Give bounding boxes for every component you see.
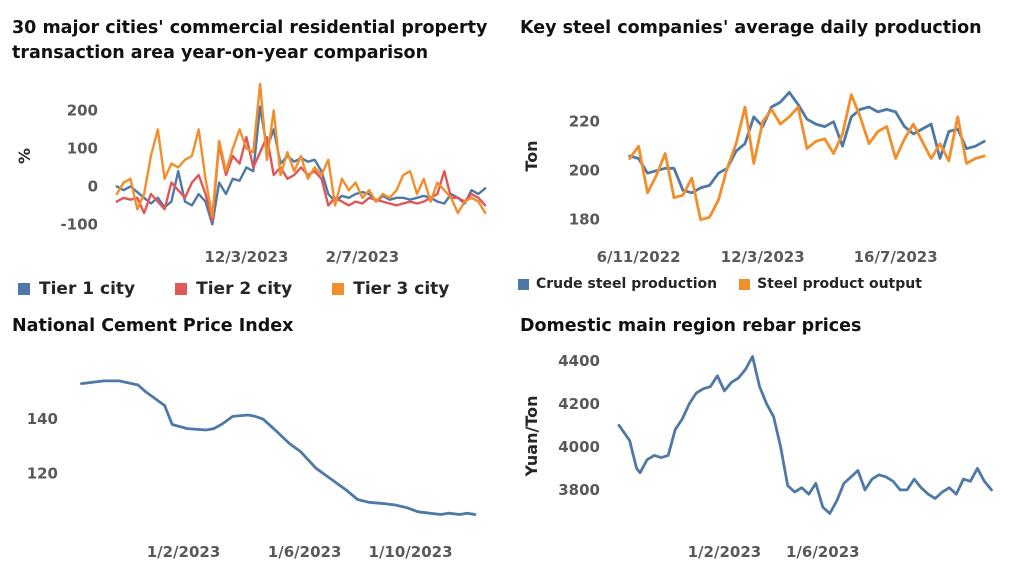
legend-swatch bbox=[518, 278, 529, 290]
y-tick-label: 4400 bbox=[558, 352, 600, 370]
legend-label: Tier 1 city bbox=[39, 279, 136, 299]
x-tick-label: 1/6/2023 bbox=[268, 543, 342, 561]
x-tick-label: 12/3/2023 bbox=[721, 248, 805, 266]
legend-swatch bbox=[332, 283, 345, 295]
y-tick-label: -100 bbox=[60, 215, 98, 233]
chart-panel-steel: Key steel companies' average daily produ… bbox=[512, 0, 1024, 310]
y-tick-label: 140 bbox=[27, 410, 58, 428]
legend-label: Steel product output bbox=[757, 276, 922, 292]
legend-label: Tier 2 city bbox=[196, 279, 293, 299]
chart-title-line: 30 major cities' commercial residential … bbox=[12, 18, 488, 38]
legend-label: Crude steel production bbox=[536, 276, 718, 292]
legend-item-steel-product: Steel product output bbox=[739, 276, 922, 292]
y-axis-label: Yuan/Ton bbox=[522, 395, 541, 477]
legend-item-tier2: Tier 2 city bbox=[175, 279, 292, 299]
y-axis-label: % bbox=[15, 148, 34, 164]
property-chart-svg: -100 0 100 200 12/3/2023 2/7/2023% bbox=[15, 82, 487, 266]
y-tick-label: 220 bbox=[569, 113, 600, 131]
series-line bbox=[628, 93, 986, 222]
x-tick-label: 1/2/2023 bbox=[147, 543, 221, 561]
chart-title-rebar: Domestic main region rebar prices bbox=[520, 316, 862, 336]
chart-title-line: transaction area year-on-year comparison bbox=[12, 43, 429, 63]
cement-chart-svg: 120 140 1/2/2023 1/6/2023 1/10/2023 bbox=[27, 379, 477, 561]
legend-swatch bbox=[175, 283, 188, 295]
y-tick-label: 4200 bbox=[558, 395, 600, 413]
chart-title-cement: National Cement Price Index bbox=[12, 316, 294, 336]
chart-panel-property: 30 major cities' commercial residential … bbox=[0, 0, 510, 310]
y-tick-label: 120 bbox=[27, 465, 58, 483]
x-tick-label: 1/2/2023 bbox=[688, 543, 762, 561]
legend-label: Tier 3 city bbox=[353, 279, 450, 299]
series-line bbox=[115, 135, 487, 222]
y-axis-label: Ton bbox=[522, 140, 541, 171]
legend-item-tier3: Tier 3 city bbox=[332, 279, 449, 299]
y-tick-label: 200 bbox=[67, 101, 98, 119]
series-line bbox=[628, 90, 986, 195]
x-tick-label: 12/3/2023 bbox=[204, 248, 288, 266]
steel-chart-svg: 180 200 220 6/11/2022 12/3/2023 16/7/2023 Ton bbox=[522, 90, 986, 266]
y-tick-label: 180 bbox=[569, 211, 600, 229]
chart-legend-property: Tier 1 city Tier 2 city Tier 3 city bbox=[18, 279, 471, 299]
series-line bbox=[80, 379, 477, 516]
y-tick-label: 3800 bbox=[558, 481, 600, 499]
legend-item-tier1: Tier 1 city bbox=[18, 279, 135, 299]
x-tick-label: 1/10/2023 bbox=[369, 543, 453, 561]
x-tick-label: 2/7/2023 bbox=[326, 248, 400, 266]
chart-legend-steel: Crude steel production Steel product out… bbox=[518, 276, 944, 292]
legend-item-crude-steel: Crude steel production bbox=[518, 276, 717, 292]
chart-panel-rebar: Domestic main region rebar prices 3800 40… bbox=[512, 310, 1024, 576]
chart-title-steel: Key steel companies' average daily produ… bbox=[520, 18, 982, 38]
y-tick-label: 100 bbox=[67, 139, 98, 157]
x-tick-label: 1/6/2023 bbox=[786, 543, 860, 561]
x-tick-label: 16/7/2023 bbox=[854, 248, 938, 266]
legend-swatch bbox=[18, 283, 30, 295]
rebar-chart-svg: 3800 4000 4200 4400 1/2/2023 1/6/2023 Yuan/Ton bbox=[522, 352, 993, 561]
series-line bbox=[115, 105, 487, 226]
series-line bbox=[115, 82, 487, 219]
chart-panel-cement: National Cement Price Index 120 140 1/2/20… bbox=[0, 310, 510, 576]
series-line bbox=[617, 355, 993, 515]
chart-title-property: 30 major cities' commercial residential … bbox=[12, 16, 487, 66]
y-tick-label: 0 bbox=[88, 177, 98, 195]
y-tick-label: 4000 bbox=[558, 438, 600, 456]
x-tick-label: 6/11/2022 bbox=[597, 248, 681, 266]
legend-swatch bbox=[739, 278, 751, 290]
y-tick-label: 200 bbox=[569, 162, 600, 180]
